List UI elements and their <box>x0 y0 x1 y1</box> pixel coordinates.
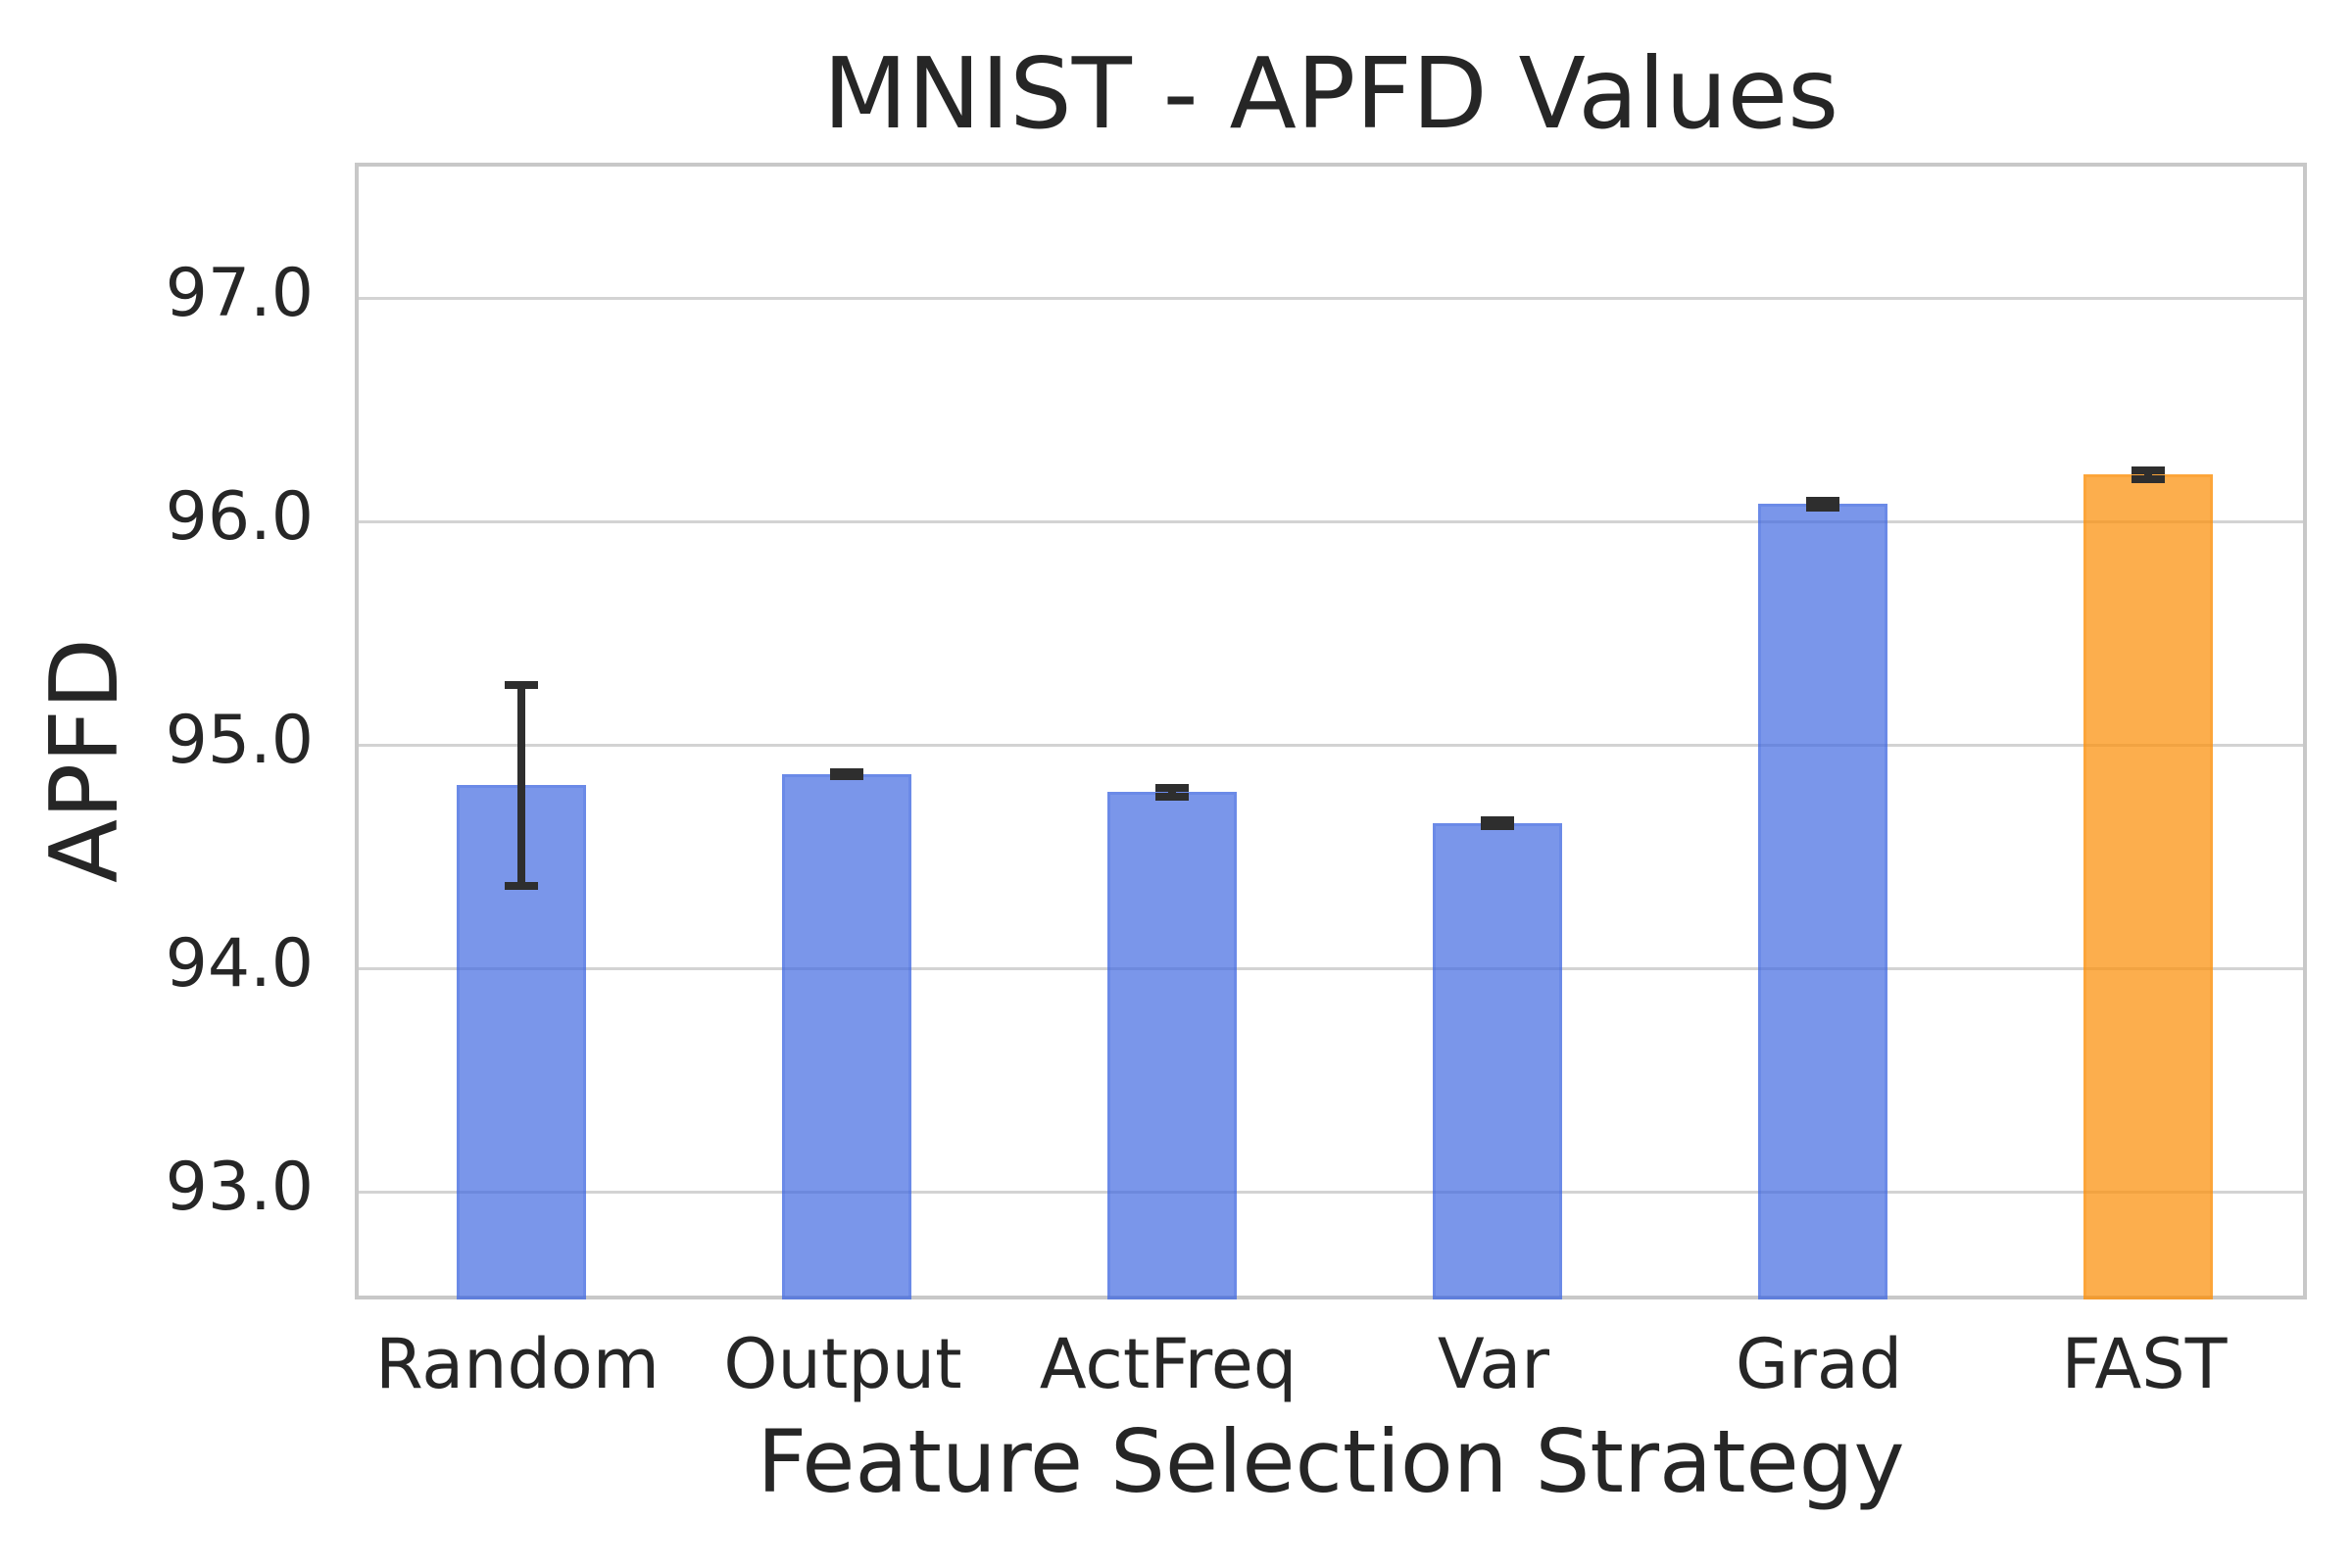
bar-actfreq <box>1107 792 1237 1299</box>
gridline <box>359 1190 2303 1194</box>
bar-output <box>782 773 911 1299</box>
error-bar-cap <box>2132 475 2165 484</box>
bar-var <box>1433 823 1562 1299</box>
bar-grad <box>1758 504 1887 1299</box>
error-bar-cap <box>505 881 538 890</box>
error-bar-cap <box>830 767 863 776</box>
x-tick-label-fast: FAST <box>2061 1324 2228 1404</box>
gridline <box>359 966 2303 970</box>
plot-area <box>355 163 2307 1299</box>
error-bar-cap <box>1481 815 1514 824</box>
x-axis-label: Feature Selection Strategy <box>757 1411 1905 1512</box>
x-tick-label-random: Random <box>375 1324 660 1404</box>
y-tick-label: 94.0 <box>165 925 314 1004</box>
gridline <box>359 519 2303 523</box>
gridline <box>359 296 2303 300</box>
error-bar-line <box>2144 469 2152 480</box>
chart-title: MNIST - APFD Values <box>822 36 1839 151</box>
error-bar-cap <box>2132 466 2165 474</box>
error-bar-cap <box>1155 783 1189 792</box>
error-bar-cap <box>830 772 863 781</box>
error-bar-line <box>1168 787 1176 797</box>
y-tick-label: 95.0 <box>165 702 314 780</box>
error-bar-cap <box>1155 792 1189 801</box>
error-bar-cap <box>1806 503 1839 512</box>
error-bar-cap <box>1806 496 1839 505</box>
y-tick-label: 96.0 <box>165 478 314 557</box>
y-tick-label: 93.0 <box>165 1149 314 1227</box>
error-bar-cap <box>505 680 538 689</box>
error-bar-cap <box>1481 822 1514 831</box>
x-tick-label-var: Var <box>1437 1324 1550 1404</box>
x-tick-label-grad: Grad <box>1735 1324 1903 1404</box>
error-bar-line <box>517 684 525 886</box>
gridline <box>359 743 2303 747</box>
x-tick-label-output: Output <box>723 1324 962 1404</box>
x-tick-label-actfreq: ActFreq <box>1039 1324 1298 1404</box>
bar-fast <box>2083 474 2213 1299</box>
y-tick-label: 97.0 <box>165 255 314 333</box>
